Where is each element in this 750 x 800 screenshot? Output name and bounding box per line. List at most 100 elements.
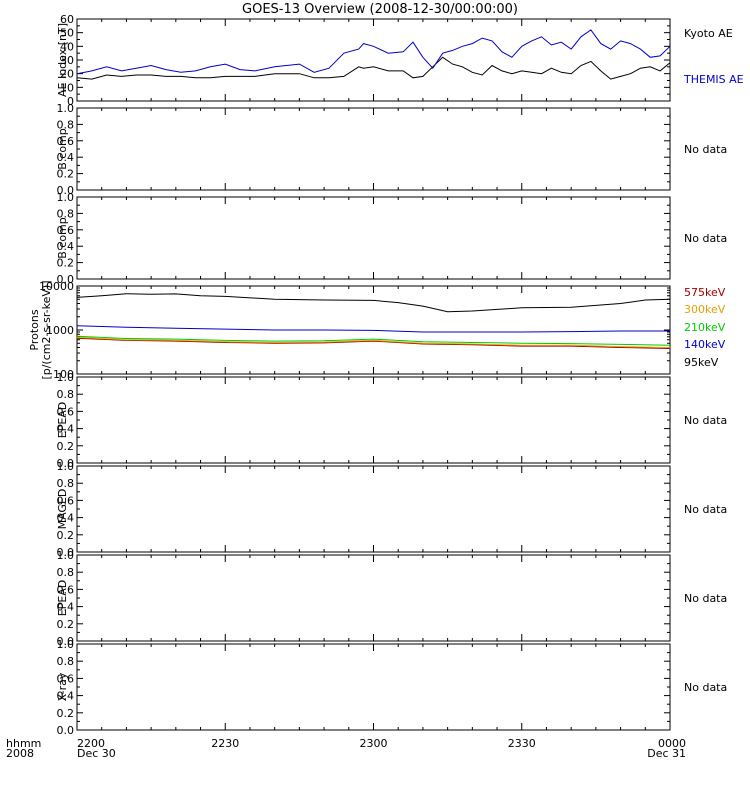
series-line-210kev	[76, 335, 671, 346]
y-axis-label: AE Index [nT]	[56, 23, 69, 97]
legend-label: 575keV	[684, 286, 726, 299]
legend-label: 300keV	[684, 303, 726, 316]
y-tick-label: 60	[60, 13, 74, 26]
y-tick-label: 20	[60, 68, 74, 81]
y-tick-label: 10	[60, 81, 74, 94]
y-tick-label: 0.2	[57, 440, 75, 453]
x-axis-row1-label: hhmm	[6, 737, 41, 750]
y-tick-label: 0.2	[57, 618, 75, 631]
y-tick-label: 0.8	[57, 566, 75, 579]
y-tick-label: 0.8	[57, 388, 75, 401]
y-tick-label: 0.2	[57, 257, 75, 270]
y-tick-label: 1000	[46, 324, 74, 337]
y-tick-label: 0.6	[57, 583, 75, 596]
y-tick-label: 0.4	[57, 512, 75, 525]
y-tick-label: 1.0	[57, 549, 75, 562]
y-tick-label: 0.2	[57, 529, 75, 542]
y-tick-label: 10000	[39, 280, 74, 293]
panel-frame	[76, 107, 671, 191]
x-tick-date-label: Dec 30	[77, 747, 116, 760]
y-tick-label: 1.0	[57, 460, 75, 473]
no-data-label: No data	[684, 143, 727, 156]
y-tick-label: 0	[67, 95, 74, 108]
no-data-label: No data	[684, 503, 727, 516]
y-axis-label: EPEAD	[56, 402, 69, 439]
y-tick-label: 0.8	[57, 207, 75, 220]
x-axis-row2-label: 2008	[6, 747, 34, 760]
panel-frame	[76, 196, 671, 280]
y-tick-label: 0.8	[57, 477, 75, 490]
y-tick-label: 1.0	[57, 371, 75, 384]
panel-frame	[76, 465, 671, 553]
legend-label: Kyoto AE	[684, 27, 733, 40]
y-tick-label: 0.8	[57, 655, 75, 668]
y-tick-label: 50	[60, 27, 74, 40]
series-line-themis-ae	[76, 29, 671, 75]
panel-frame	[76, 376, 671, 464]
y-tick-label: 1.0	[57, 638, 75, 651]
y-tick-label: 0.4	[57, 240, 75, 253]
y-axis-unit-label: [p/(cm2-s-sr-keV)]	[40, 280, 53, 379]
y-tick-label: 100	[53, 368, 74, 381]
y-tick-label: 0.6	[57, 135, 75, 148]
panel-frame	[76, 554, 671, 642]
y-axis-label: EPEAD	[56, 580, 69, 617]
legend-label: 210keV	[684, 321, 726, 334]
y-tick-label: 30	[60, 54, 74, 67]
panel-frame	[76, 18, 671, 102]
y-axis-label: B comp	[56, 128, 69, 170]
series-line-kyoto-ae	[76, 56, 671, 80]
x-tick-label: 0000	[658, 737, 686, 750]
no-data-label: No data	[684, 592, 727, 605]
y-tick-label: 0.4	[57, 151, 75, 164]
x-tick-label: 2200	[77, 737, 105, 750]
x-tick-label: 2230	[211, 737, 239, 750]
y-tick-label: 0.2	[57, 168, 75, 181]
y-axis-label: X-ray	[56, 672, 69, 701]
y-tick-label: 0.0	[57, 273, 75, 286]
y-tick-label: 0.4	[57, 601, 75, 614]
series-line-95kev	[76, 293, 671, 313]
y-tick-label: 0.6	[57, 405, 75, 418]
no-data-label: No data	[684, 681, 727, 694]
y-tick-label: 0.0	[57, 457, 75, 470]
series-line-140kev	[76, 325, 670, 333]
y-axis-label: B comp	[56, 217, 69, 259]
y-tick-label: 0.0	[57, 724, 75, 737]
panel-frame	[76, 643, 671, 731]
legend-label: THEMIS AE	[683, 73, 744, 86]
y-tick-label: 0.6	[57, 672, 75, 685]
panel-6: 0.0 0.2 0.4 0.6 0.8 1.0 MAGED No data	[56, 460, 727, 559]
y-axis-label: MAGED	[56, 489, 69, 530]
series-line-300kev	[76, 336, 671, 348]
y-tick-label: 40	[60, 40, 74, 53]
y-tick-label: 0.0	[57, 184, 75, 197]
panel-7: 0.0 0.2 0.4 0.6 0.8 1.0 EPEAD No data	[56, 549, 727, 648]
y-tick-label: 0.6	[57, 224, 75, 237]
x-tick-label: 2330	[508, 737, 536, 750]
y-tick-label: 0.0	[57, 546, 75, 559]
no-data-label: No data	[684, 414, 727, 427]
legend-label: 95keV	[684, 356, 719, 369]
y-tick-label: 0.2	[57, 707, 75, 720]
legend-label: 140keV	[684, 338, 726, 351]
x-tick-label: 2300	[360, 737, 388, 750]
figure-title: GOES-13 Overview (2008-12-30/00:00:00)	[242, 2, 518, 17]
panel-2: 0.0 0.2 0.4 0.6 0.8 1.0 B comp No data	[56, 102, 727, 197]
panel-5: 0.0 0.2 0.4 0.6 0.8 1.0 EPEAD No data	[56, 371, 727, 470]
panel-4: 100 1000 10000 Protons [p/(cm2-s-sr-keV)] 575…	[28, 280, 726, 381]
y-tick-label: 0.4	[57, 423, 75, 436]
y-tick-label: 0.6	[57, 494, 75, 507]
y-tick-label: 1.0	[57, 191, 75, 204]
y-tick-label: 0.0	[57, 635, 75, 648]
y-axis-label: Protons	[28, 309, 41, 350]
y-tick-label: 0.8	[57, 118, 75, 131]
y-tick-label: 0.4	[57, 690, 75, 703]
y-tick-label: 1.0	[57, 102, 75, 115]
panel-3: 0.0 0.2 0.4 0.6 0.8 1.0 B comp No data	[56, 191, 727, 286]
x-tick-date-label: Dec 31	[647, 747, 686, 760]
no-data-label: No data	[684, 232, 727, 245]
